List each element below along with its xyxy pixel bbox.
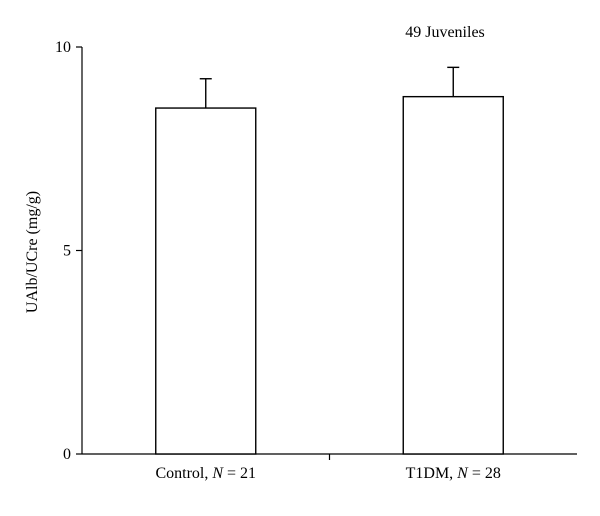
sample-size-value: = 28	[468, 465, 501, 482]
category-separator: ,	[204, 465, 212, 482]
error-bars	[199, 66, 460, 109]
bars	[155, 95, 504, 455]
bar-control	[155, 107, 257, 455]
y-tick-label: 0	[63, 446, 71, 463]
x-tick-labels: Control, N = 21 T1DM, N = 28	[155, 465, 500, 482]
bar-t1dm	[402, 95, 504, 455]
y-ticks: 0 5 10	[55, 39, 82, 463]
x-tick-label-t1dm: T1DM, N = 28	[406, 465, 501, 482]
sample-size-value: = 21	[223, 465, 256, 482]
y-tick-label: 10	[55, 39, 71, 56]
y-tick-label: 5	[63, 243, 71, 260]
category-name: Control	[155, 465, 204, 482]
sample-size-symbol: N	[211, 465, 224, 482]
chart-title: 49 Juveniles	[405, 24, 485, 41]
sample-size-symbol: N	[456, 465, 469, 482]
category-name: T1DM	[406, 465, 450, 482]
y-axis-label: UAlb/UCre (mg/g)	[24, 191, 41, 313]
x-tick-label-control: Control, N = 21	[155, 465, 256, 482]
category-separator: ,	[449, 465, 457, 482]
